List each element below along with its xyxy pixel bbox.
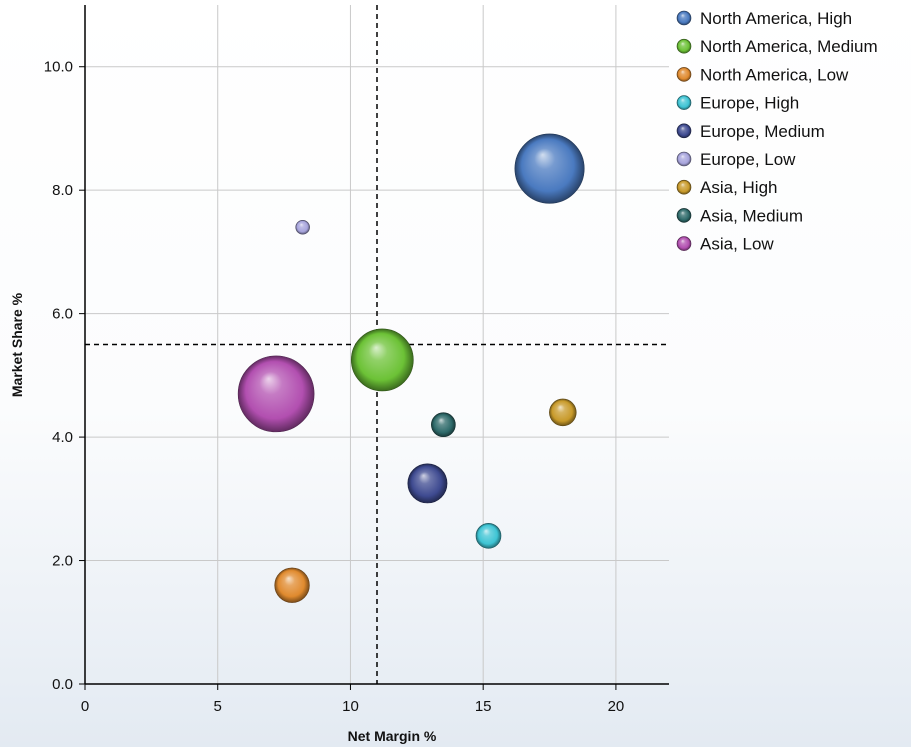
bubble-north-america-low (274, 567, 310, 603)
x-axis-title: Net Margin % (348, 728, 437, 744)
legend-label: North America, Medium (700, 37, 878, 56)
y-tick-label: 0.0 (52, 676, 73, 693)
bubble-asia-medium (431, 412, 456, 438)
y-tick-label: 2.0 (52, 553, 73, 570)
x-tick-label: 5 (214, 698, 222, 715)
legend-marker-7 (676, 208, 692, 223)
bubbles (237, 133, 585, 603)
y-tick-label: 4.0 (52, 429, 73, 446)
legend-label: North America, Low (700, 65, 849, 84)
bubble-europe-high (475, 523, 502, 549)
bubble-europe-low (295, 219, 310, 235)
bubble-north-america-medium (350, 328, 414, 392)
legend-label: Europe, Low (700, 150, 796, 169)
legend-marker-4 (676, 123, 692, 139)
bubble-asia-low (237, 355, 315, 433)
legend-marker-2 (676, 67, 692, 82)
bubble-north-america-high (514, 133, 585, 204)
bubble-europe-medium (407, 463, 448, 504)
y-tick-label: 6.0 (52, 306, 73, 323)
legend-marker-3 (676, 95, 692, 110)
axes: 0 5 10 15 20 0.0 2.0 4.0 6.0 8.0 10.0 Net Margin % M… (9, 5, 669, 744)
legend-label: Europe, High (700, 94, 799, 113)
legend-label: Asia, Medium (700, 206, 803, 225)
legend-label: Asia, High (700, 178, 777, 197)
y-axis-title: Market Share % (9, 292, 25, 397)
x-tick-label: 10 (342, 698, 359, 715)
x-tick-label: 0 (81, 698, 89, 715)
legend-label: Europe, Medium (700, 122, 825, 141)
y-tick-label: 8.0 (52, 182, 73, 199)
legend-label: North America, High (700, 9, 852, 28)
bubble-asia-high (549, 398, 577, 427)
legend-marker-6 (676, 179, 692, 195)
legend-marker-8 (676, 236, 692, 251)
y-tick-label: 10.0 (44, 59, 73, 76)
legend-label: Asia, Low (700, 235, 774, 254)
x-tick-label: 20 (608, 698, 625, 715)
legend: North America, High North America, Medium… (676, 9, 878, 254)
legend-marker-5 (676, 151, 692, 167)
legend-marker-1 (676, 38, 692, 54)
x-tick-label: 15 (475, 698, 492, 715)
legend-marker-0 (676, 10, 692, 26)
